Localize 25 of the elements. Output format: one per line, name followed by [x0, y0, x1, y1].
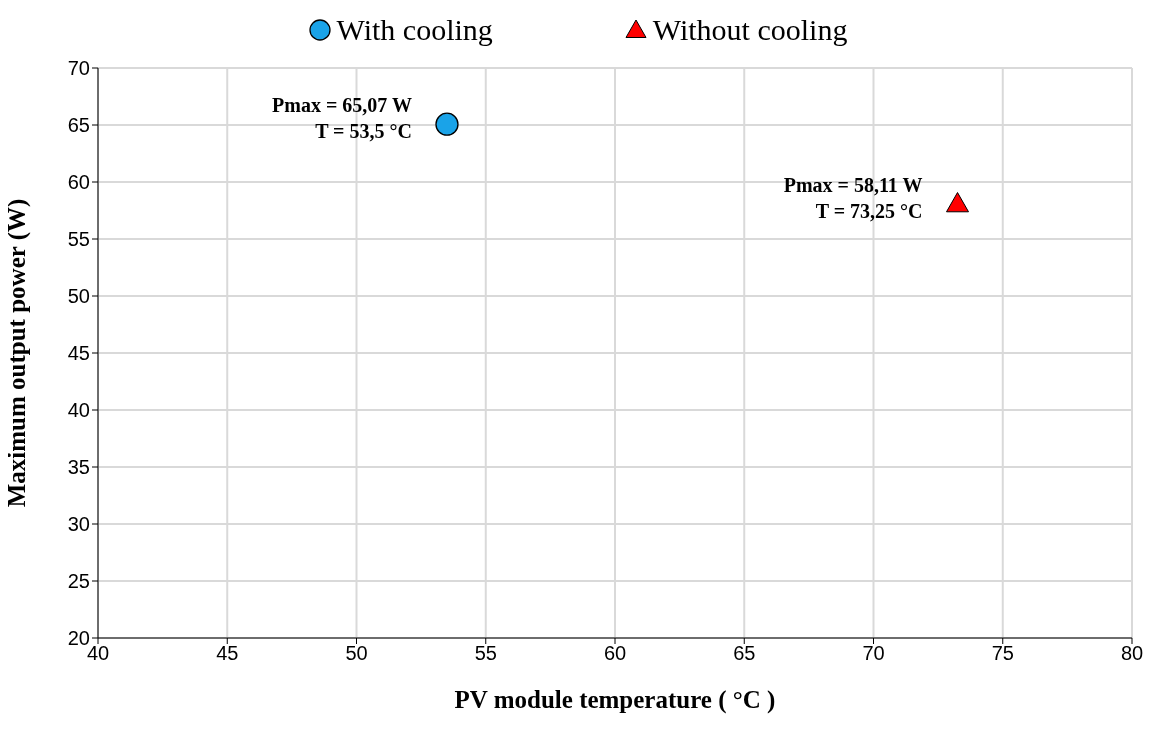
- y-tick-label: 20: [67, 627, 90, 650]
- x-tick-label: 75: [991, 642, 1014, 665]
- x-tick-label: 65: [733, 642, 756, 665]
- x-axis-title: PV module temperature ( °C ): [454, 686, 776, 714]
- y-axis-title: Maximum output power (W): [2, 198, 31, 508]
- y-tick-label: 70: [67, 57, 90, 80]
- x-tick-label: 80: [1120, 642, 1144, 665]
- x-tick-label: 55: [474, 642, 497, 665]
- y-tick-label: 25: [67, 570, 90, 593]
- x-tick-label: 50: [345, 642, 368, 665]
- y-tick-label: 45: [67, 342, 90, 365]
- y-tick-label: 50: [67, 285, 90, 308]
- annotation: Pmax = 65,07 W T = 53,5 °C: [272, 94, 412, 143]
- x-tick-label: 45: [216, 642, 239, 665]
- y-tick-label: 60: [67, 171, 90, 194]
- y-tick-label: 40: [67, 399, 90, 422]
- y-tick-label: 30: [67, 513, 90, 536]
- x-tick-label: 70: [862, 642, 885, 665]
- y-tick-label: 55: [67, 228, 90, 251]
- y-tick-label: 35: [67, 456, 90, 479]
- x-tick-label: 60: [603, 642, 627, 665]
- y-tick-label: 65: [67, 114, 90, 137]
- legend-label: With cooling: [336, 13, 493, 47]
- annotation: Pmax = 58,11 W T = 73,25 °C: [783, 173, 923, 222]
- legend-label: Without cooling: [652, 13, 848, 47]
